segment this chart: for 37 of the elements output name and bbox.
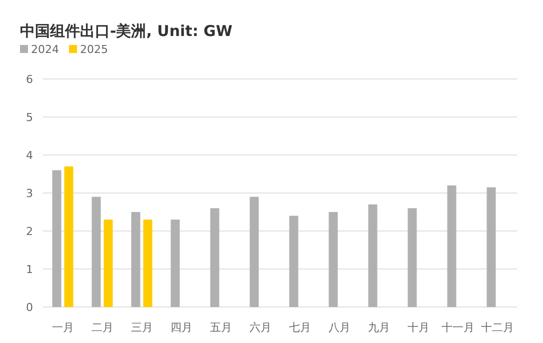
bar bbox=[210, 208, 220, 307]
y-tick-label: 4 bbox=[26, 149, 33, 162]
bar bbox=[486, 187, 496, 307]
bar bbox=[250, 196, 259, 307]
bar bbox=[447, 185, 456, 307]
bar bbox=[104, 220, 113, 307]
y-tick-label: 3 bbox=[26, 187, 33, 200]
x-tick-label: 七月 bbox=[288, 321, 311, 334]
bar bbox=[289, 216, 298, 307]
bar bbox=[52, 170, 62, 307]
y-tick-label: 0 bbox=[26, 301, 33, 314]
x-tick-label: 九月 bbox=[368, 321, 390, 334]
x-tick-label: 八月 bbox=[328, 321, 350, 334]
bar bbox=[368, 204, 378, 307]
x-tick-label: 五月 bbox=[210, 321, 232, 334]
bar bbox=[408, 208, 417, 307]
y-tick-label: 5 bbox=[26, 111, 33, 124]
legend-label: 2025 bbox=[80, 43, 108, 56]
bar bbox=[143, 220, 152, 307]
x-tick-label: 六月 bbox=[249, 321, 272, 334]
x-tick-label: 十二月 bbox=[480, 321, 514, 334]
chart-title: 中国组件出口-美洲, Unit: GW bbox=[20, 22, 233, 40]
x-tick-label: 四月 bbox=[170, 321, 192, 334]
y-tick-label: 6 bbox=[26, 73, 33, 86]
x-tick-label: 十一月 bbox=[441, 321, 474, 334]
bar bbox=[131, 212, 140, 307]
legend-label: 2024 bbox=[31, 43, 59, 56]
x-tick-label: 一月 bbox=[52, 321, 74, 334]
x-tick-label: 二月 bbox=[91, 321, 114, 334]
bar bbox=[328, 212, 338, 307]
bar bbox=[92, 196, 101, 307]
bar bbox=[170, 220, 180, 307]
x-tick-label: 三月 bbox=[130, 321, 153, 334]
y-tick-label: 2 bbox=[26, 225, 33, 238]
y-tick-label: 1 bbox=[26, 263, 33, 276]
x-tick-label: 十月 bbox=[407, 321, 430, 334]
bar bbox=[64, 166, 74, 307]
